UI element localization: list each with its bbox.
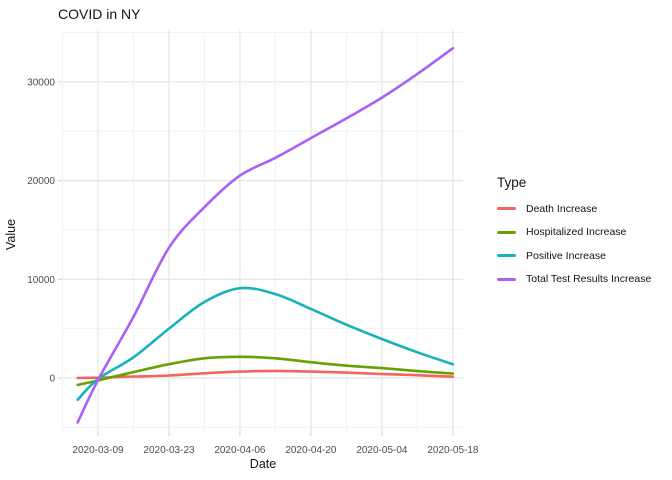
legend-item-label: Hospitalized Increase xyxy=(526,226,627,238)
x-axis-title: Date xyxy=(249,457,277,471)
legend-line-swatch xyxy=(497,230,516,234)
legend: Type Death Increase Hospitalized Increas… xyxy=(497,175,667,286)
legend-item-positive-increase: Positive Increase xyxy=(497,249,667,262)
legend-item-hospitalized-increase: Hospitalized Increase xyxy=(497,226,667,239)
x-tick-label: 2020-03-23 xyxy=(143,445,195,456)
legend-item-label: Death Increase xyxy=(526,202,598,215)
x-tick-label: 2020-04-20 xyxy=(285,445,337,456)
y-axis-title: Value xyxy=(4,218,18,250)
y-tick-label: 30000 xyxy=(27,77,55,88)
legend-item-death-increase: Death Increase xyxy=(497,202,667,215)
legend-item-label: Positive Increase xyxy=(526,249,606,262)
y-tick-label: 20000 xyxy=(27,176,55,187)
chart-title: COVID in NY xyxy=(58,6,141,22)
x-tick-label: 2020-05-18 xyxy=(427,445,479,456)
y-tick-label: 10000 xyxy=(27,275,55,286)
legend-item-total-test-results-increase: Total Test Results Increase xyxy=(497,273,667,286)
series-line xyxy=(76,355,455,387)
legend-line-swatch xyxy=(497,254,516,257)
series-line xyxy=(76,369,455,380)
legend-line-swatch xyxy=(497,207,516,210)
legend-items: Death Increase Hospitalized Increase Pos… xyxy=(497,202,667,286)
x-tick-label: 2020-05-04 xyxy=(356,445,408,456)
series-line xyxy=(76,286,455,401)
legend-line-swatch xyxy=(497,277,516,281)
legend-title: Type xyxy=(497,175,527,190)
x-tick-label: 2020-04-06 xyxy=(214,445,266,456)
legend-item-label: Total Test Results Increase xyxy=(526,273,652,285)
y-tick-label: 0 xyxy=(49,374,55,385)
series-line xyxy=(76,47,455,424)
x-tick-label: 2020-03-09 xyxy=(72,445,124,456)
